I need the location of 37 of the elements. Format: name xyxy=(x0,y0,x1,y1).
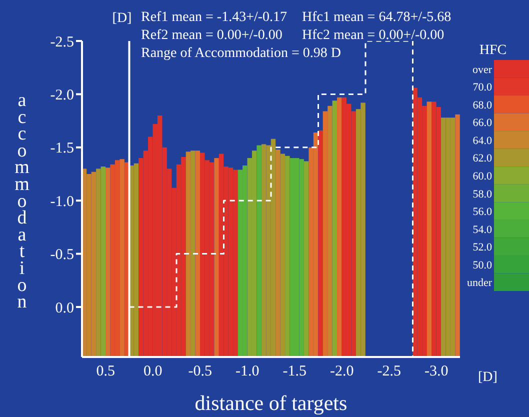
x-axis-title: distance of targets xyxy=(194,391,348,415)
x-tick-label: 0.0 xyxy=(144,364,162,380)
x-tick-label: -1.0 xyxy=(236,364,260,380)
x-tick-label: -2.5 xyxy=(377,364,401,380)
x-tick-label: 0.5 xyxy=(96,364,115,380)
color-bar-label: under xyxy=(466,277,492,290)
annotation: Range of Accommodation = 0.98 D xyxy=(141,46,341,61)
color-bar-title: HFC xyxy=(479,43,507,58)
color-bar-label: 64.0 xyxy=(472,134,492,147)
color-bar-label: 60.0 xyxy=(472,170,492,182)
text: Hfc1 mean = 64.78+/-5.68 xyxy=(302,10,452,25)
text: accommodation xyxy=(14,90,30,313)
x-tick-label: -3.0 xyxy=(424,364,448,380)
y-tick-label: -0.5 xyxy=(50,247,74,264)
color-bar-label: 52.0 xyxy=(472,242,492,254)
x-tick-label: -2.0 xyxy=(330,364,354,380)
x-tick-label: -1.5 xyxy=(282,364,306,380)
text: [D] xyxy=(112,11,132,26)
y-tick-label: 0.0 xyxy=(55,300,74,316)
color-bar-label: 50.0 xyxy=(472,259,492,272)
color-bar-label: 62.0 xyxy=(472,152,492,165)
text: [D] xyxy=(478,370,498,385)
color-bar-label: 68.0 xyxy=(472,99,492,112)
color-bar-label: over xyxy=(472,64,492,76)
y-tick-label: -1.0 xyxy=(50,194,74,210)
y-tick-label: -1.5 xyxy=(50,140,74,157)
x-tick-label: -0.5 xyxy=(188,364,212,380)
color-bar-label: 54.0 xyxy=(472,224,492,236)
y-tick-label: -2.5 xyxy=(50,34,74,50)
text: Ref1 mean = -1.43+/-0.17 xyxy=(141,10,288,25)
color-bar-label: 56.0 xyxy=(472,206,492,218)
y-tick-label: -2.0 xyxy=(50,88,74,104)
annotation: Hfc2 mean = 0.00+/-0.00 xyxy=(302,28,444,43)
color-bar-label: 70.0 xyxy=(472,82,492,94)
annotation: Ref2 mean = 0.00+/-0.00 xyxy=(141,28,282,43)
color-bar-label: 66.0 xyxy=(472,117,492,130)
color-bar-label: 58.0 xyxy=(472,188,492,200)
